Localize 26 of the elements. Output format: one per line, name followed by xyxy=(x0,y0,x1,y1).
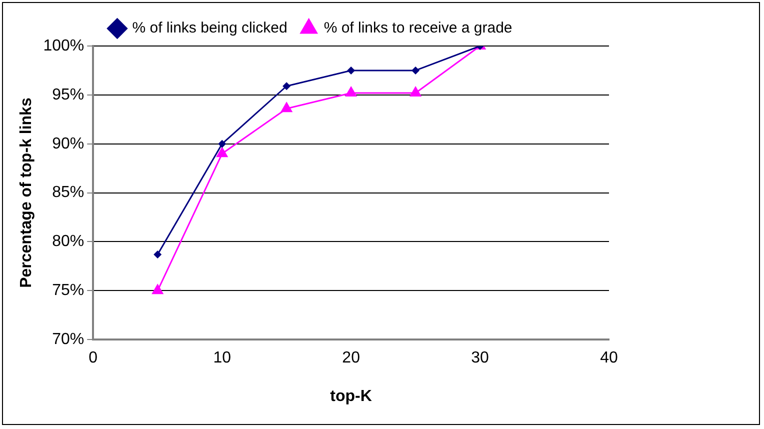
y-tick-label: 85% xyxy=(52,184,84,202)
y-tick-label: 95% xyxy=(52,86,84,104)
point xyxy=(345,86,358,96)
x-tick-label: 40 xyxy=(600,350,618,367)
point xyxy=(412,66,420,74)
y-tick-label: 75% xyxy=(52,282,84,300)
x-tick-label: 10 xyxy=(213,350,232,367)
legend-label: % of links being clicked xyxy=(132,20,288,37)
point xyxy=(218,140,226,148)
legend-label: % of links to receive a grade xyxy=(324,20,512,37)
point xyxy=(152,284,164,294)
point xyxy=(409,86,422,96)
y-tick-label: 90% xyxy=(52,135,84,152)
point xyxy=(280,102,293,112)
x-axis-title: top-K xyxy=(330,388,372,405)
y-tick-label: 80% xyxy=(52,233,84,250)
y-tick-label: 100% xyxy=(43,37,84,54)
y-tick-label: 70% xyxy=(52,331,84,348)
x-tick-label: 20 xyxy=(342,350,360,367)
point xyxy=(154,250,162,258)
y-axis-title: Percentage of top-k links xyxy=(18,98,36,288)
x-tick-label: 30 xyxy=(471,350,490,367)
point xyxy=(282,82,291,90)
point xyxy=(347,66,356,74)
point xyxy=(216,146,228,158)
x-tick-label: 0 xyxy=(88,350,98,367)
